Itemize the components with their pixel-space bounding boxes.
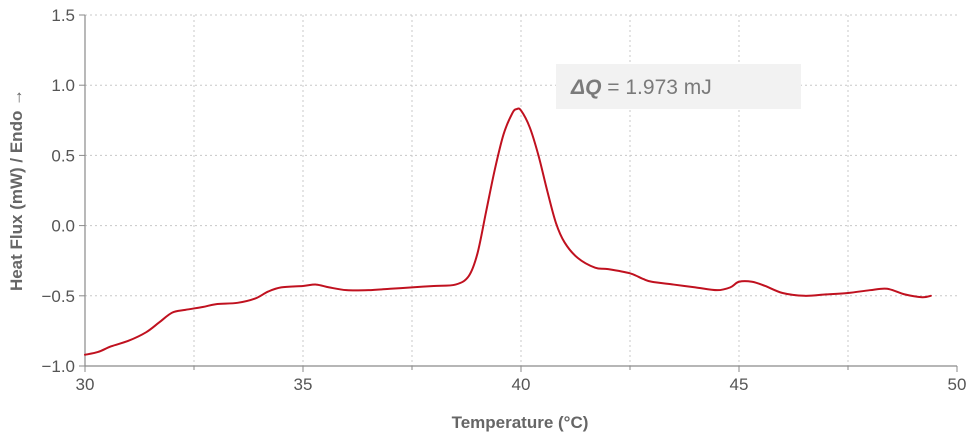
heat-flux-curve bbox=[84, 107, 932, 356]
x-tick-label: 45 bbox=[730, 375, 749, 394]
annotation-label: ΔQ = 1.973 mJ bbox=[570, 76, 712, 99]
y-tick-label: 0.5 bbox=[51, 146, 75, 165]
x-tick-label: 40 bbox=[512, 375, 531, 394]
series-layer bbox=[84, 107, 932, 356]
annotation-symbol: ΔQ bbox=[570, 76, 601, 99]
y-tick-label: 0.0 bbox=[51, 217, 75, 236]
y-axis-title: Heat Flux (mW) / Endo → bbox=[7, 89, 26, 291]
annotation-value: = 1.973 mJ bbox=[601, 76, 711, 99]
x-tick-label: 30 bbox=[76, 375, 95, 394]
axis-layer: 30 35 40 45 50 −1.0 −0.5 0.0 0.5 1.0 1.5 bbox=[41, 6, 966, 394]
y-tick-label: 1.5 bbox=[51, 6, 75, 25]
x-tick-label: 50 bbox=[948, 375, 967, 394]
y-tick-label: −1.0 bbox=[41, 357, 75, 376]
y-tick-label: 1.0 bbox=[51, 76, 75, 95]
annotation-box: ΔQ = 1.973 mJ bbox=[556, 64, 801, 109]
annotation-background bbox=[556, 64, 801, 109]
y-tick-label: −0.5 bbox=[41, 287, 75, 306]
x-axis-title: Temperature (°C) bbox=[452, 413, 589, 432]
x-tick-label: 35 bbox=[294, 375, 313, 394]
grid-layer bbox=[85, 14, 957, 366]
